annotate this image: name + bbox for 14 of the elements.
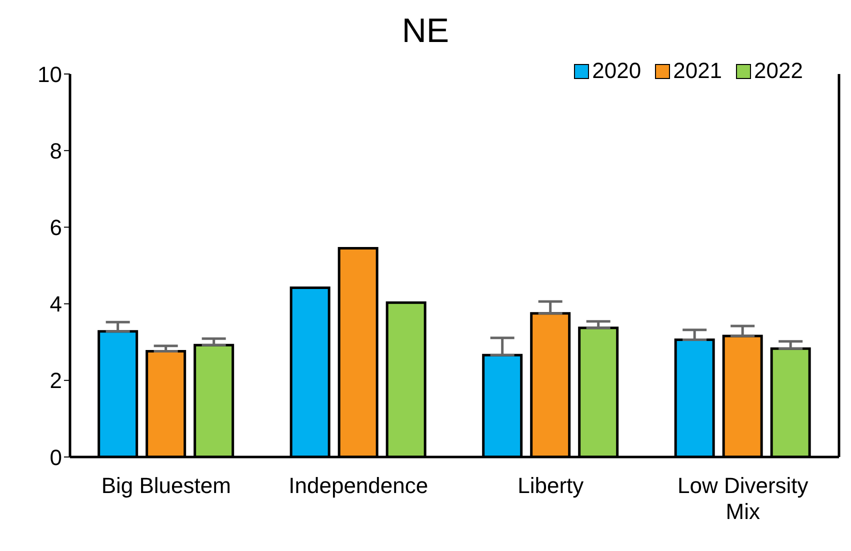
y-tick-label: 6 (50, 215, 62, 240)
x-tick-label: Liberty (518, 473, 584, 498)
x-tick-label: Independence (288, 473, 428, 498)
x-tick-label: Low Diversity Mix (677, 473, 808, 524)
chart-title: NE (400, 12, 450, 51)
legend-label: 2020 (592, 58, 642, 84)
legend-label: 2021 (673, 58, 722, 84)
y-tick-label: 2 (50, 368, 62, 394)
y-tick-label: 10 (38, 62, 62, 87)
y-tick-label: 8 (50, 138, 62, 164)
y-tick-label: 0 (50, 444, 62, 470)
y-tick-label: 4 (50, 292, 62, 317)
legend-label: 2022 (754, 58, 803, 84)
x-tick-label: Big Bluestem (101, 473, 231, 498)
